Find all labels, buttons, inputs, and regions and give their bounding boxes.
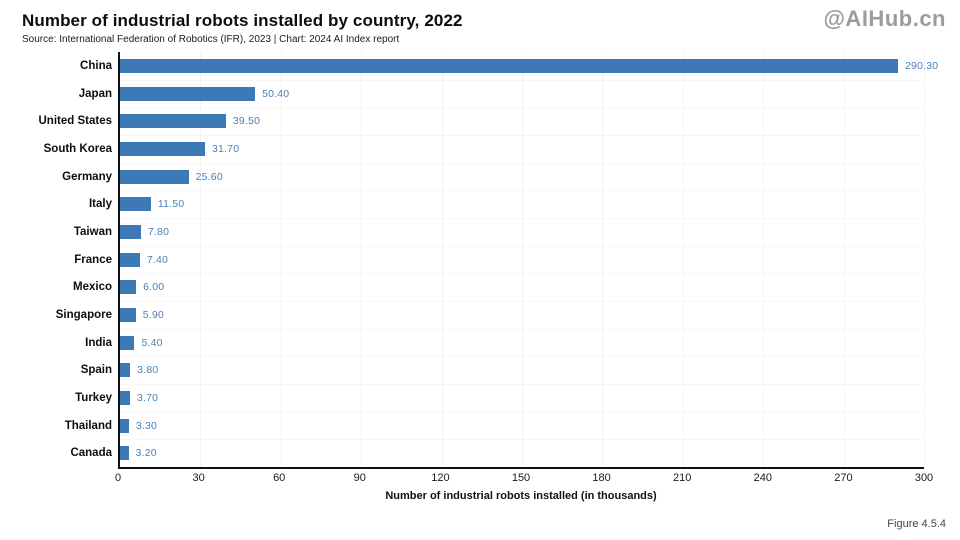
value-label: 7.40 — [146, 253, 169, 266]
watermark: @AIHub.cn — [823, 6, 946, 31]
x-tick-label: 30 — [192, 472, 205, 484]
value-label: 3.80 — [137, 364, 159, 377]
category-label: Spain — [80, 364, 112, 377]
value-label: 3.70 — [136, 391, 159, 404]
x-tick-label: 60 — [273, 472, 286, 484]
x-tick-label: 180 — [592, 472, 611, 484]
x-axis: 0 30 60 90 120 150 180 210 240 270 300 — [114, 472, 933, 486]
value-label: 5.40 — [141, 336, 163, 349]
category-label: Taiwan — [73, 225, 112, 238]
value-label: 290.30 — [905, 59, 939, 72]
bar-row: Italy 11.50 — [89, 190, 924, 218]
bar: 39.50 — [120, 114, 260, 129]
category-label: Mexico — [73, 281, 112, 294]
value-label: 5.90 — [142, 308, 165, 321]
bar: 5.40 — [120, 335, 163, 350]
bar-row: France 7.40 — [74, 246, 924, 274]
category-label: United States — [38, 115, 113, 128]
grid-vline — [924, 52, 925, 467]
bar: 3.30 — [120, 418, 157, 433]
bar-row: Thailand 3.30 — [65, 412, 924, 440]
category-label: Turkey — [75, 391, 112, 404]
x-tick-label: 0 — [114, 472, 122, 484]
bar-row: Turkey 3.70 — [75, 384, 924, 412]
bar-row: Japan 50.40 — [79, 80, 924, 108]
category-label: Singapore — [55, 308, 112, 321]
bar-row: China 290.30 — [80, 52, 938, 80]
x-axis-label: Number of industrial robots installed (i… — [385, 490, 657, 502]
bar: 50.40 — [120, 86, 289, 101]
category-label: China — [80, 59, 112, 72]
value-label: 3.20 — [135, 447, 157, 460]
bar: 7.40 — [120, 252, 168, 267]
x-tick-label: 210 — [673, 472, 692, 484]
x-tick-label: 90 — [353, 472, 366, 484]
bar: 3.80 — [120, 363, 158, 378]
category-label: India — [85, 336, 112, 349]
figure-label: Figure 4.5.4 — [887, 518, 946, 530]
category-label: Thailand — [64, 419, 112, 432]
bar-row: Mexico 6.00 — [73, 273, 924, 301]
x-tick-label: 120 — [431, 472, 450, 484]
category-label: South Korea — [43, 142, 112, 155]
bar-row: Singapore 5.90 — [56, 301, 924, 329]
bar-row: Canada 3.20 — [70, 439, 924, 467]
bar-row: Taiwan 7.80 — [74, 218, 924, 246]
category-label: Italy — [88, 198, 112, 211]
chart-source: Source: International Federation of Robo… — [22, 34, 400, 45]
bar-row: India 5.40 — [85, 329, 924, 357]
bar: 6.00 — [120, 280, 164, 295]
value-label: 3.30 — [135, 419, 158, 432]
value-label: 11.50 — [157, 198, 185, 211]
bar-row: United States 39.50 — [39, 107, 924, 135]
category-label: Japan — [78, 87, 112, 100]
bar: 3.20 — [120, 446, 157, 461]
x-tick-label: 300 — [914, 472, 934, 484]
bar: 31.70 — [120, 141, 239, 156]
bar: 3.70 — [120, 390, 158, 405]
bar: 25.60 — [120, 169, 223, 184]
bar-rows: China 290.30 Japan 50.40 United States 39.50 S… — [39, 52, 938, 467]
value-label: 39.50 — [232, 115, 261, 128]
bar: 290.30 — [120, 58, 938, 73]
category-label: France — [74, 253, 112, 266]
bar-row: Spain 3.80 — [81, 356, 924, 384]
category-label: Germany — [62, 170, 112, 183]
bar: 7.80 — [120, 224, 169, 239]
bar-row: Germany 25.60 — [62, 163, 924, 191]
x-tick-label: 150 — [511, 472, 531, 484]
bar-row: South Korea 31.70 — [44, 135, 924, 163]
value-label: 7.80 — [147, 225, 170, 238]
x-tick-label: 240 — [753, 472, 772, 484]
value-label: 25.60 — [195, 170, 223, 183]
value-label: 6.00 — [143, 281, 165, 294]
chart-title: Number of industrial robots installed by… — [22, 11, 463, 30]
value-label: 31.70 — [211, 142, 240, 155]
bar: 11.50 — [120, 197, 184, 212]
x-tick-label: 270 — [834, 472, 853, 484]
bar: 5.90 — [120, 307, 164, 322]
category-label: Canada — [70, 447, 112, 460]
plot-area: China 290.30 Japan 50.40 United States 39.50 S… — [39, 52, 938, 469]
value-label: 50.40 — [262, 87, 290, 100]
